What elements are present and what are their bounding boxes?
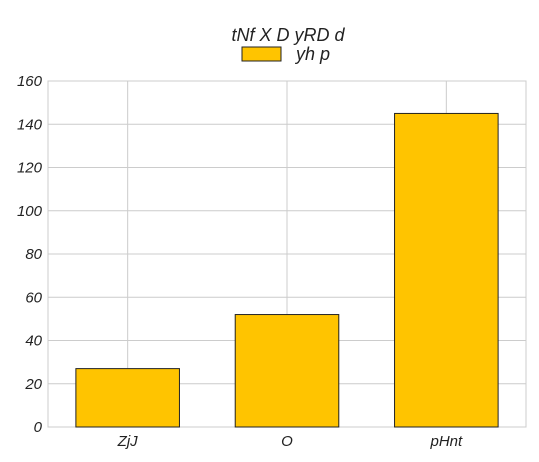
y-tick-label: 100 [17, 203, 43, 220]
y-tick-label: 60 [25, 289, 42, 306]
x-tick-label: O [281, 433, 293, 450]
chart-title: tNf X D yRD d [231, 25, 345, 45]
legend-label: yh p [294, 44, 330, 64]
y-tick-label: 160 [17, 73, 43, 90]
bars [75, 112, 499, 428]
y-tick-label: 20 [24, 376, 42, 393]
y-tick-label: 40 [25, 333, 42, 350]
y-tick-label: 120 [17, 160, 43, 177]
bar-o [234, 314, 340, 428]
y-axis-ticks: 0 20 40 60 80 100 120 140 160 [17, 73, 43, 436]
x-tick-label: pHnt [429, 433, 463, 450]
x-tick-label: ZjJ [117, 433, 138, 450]
bar-phnt [394, 112, 499, 428]
y-tick-label: 140 [17, 116, 43, 133]
chart-legend: yh p [241, 44, 330, 64]
legend-swatch [241, 46, 282, 62]
y-tick-label: 80 [25, 246, 42, 263]
bar-zjj [75, 368, 180, 428]
y-tick-label: 0 [34, 419, 43, 436]
